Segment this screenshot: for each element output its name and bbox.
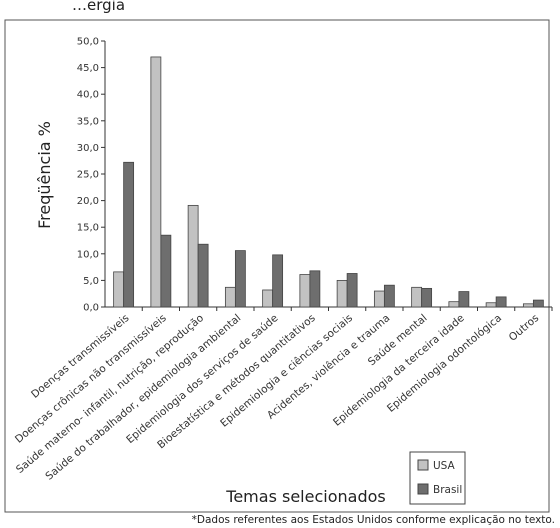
y-tick-label: 40,0 bbox=[77, 90, 99, 101]
bar-brasil bbox=[309, 270, 321, 308]
bar-brasil bbox=[234, 250, 246, 308]
bar-brasil bbox=[197, 243, 209, 308]
legend-label-usa: USA bbox=[433, 460, 456, 472]
legend-label-brasil: Brasil bbox=[433, 484, 462, 496]
bar-brasil bbox=[383, 284, 395, 308]
bar-brasil bbox=[495, 296, 507, 308]
y-tick-label: 20,0 bbox=[77, 196, 99, 207]
bar-brasil bbox=[160, 234, 172, 308]
y-tick-label: 25,0 bbox=[77, 170, 99, 181]
y-tick-label: 10,0 bbox=[77, 249, 99, 260]
x-category-label: Outros bbox=[507, 312, 542, 344]
bar-usa bbox=[485, 302, 497, 308]
chart-frame bbox=[4, 19, 550, 513]
bar-usa bbox=[262, 289, 274, 308]
y-tick-label: 0,0 bbox=[83, 303, 99, 314]
footnote: *Dados referentes aos Estados Unidos con… bbox=[192, 514, 555, 526]
y-tick-label: 45,0 bbox=[77, 63, 99, 74]
y-tick-label: 50,0 bbox=[77, 37, 99, 48]
bar-brasil bbox=[532, 299, 544, 308]
y-tick-label: 5,0 bbox=[83, 276, 99, 287]
y-tick-label: 35,0 bbox=[77, 116, 99, 127]
y-axis-title: Freqüência % bbox=[35, 121, 54, 229]
bar-usa bbox=[113, 271, 125, 308]
bar-usa bbox=[336, 279, 348, 308]
bar-usa bbox=[150, 56, 162, 308]
legend-swatch-usa bbox=[417, 459, 429, 471]
bar-usa bbox=[522, 303, 534, 308]
bar-brasil bbox=[123, 161, 135, 308]
bar-usa bbox=[448, 301, 460, 308]
x-axis-title: Temas selecionados bbox=[225, 487, 385, 506]
y-tick-label: 30,0 bbox=[77, 143, 99, 154]
legend-swatch-brasil bbox=[417, 483, 429, 495]
bar-brasil bbox=[421, 287, 433, 308]
top-cut-text: …ergia bbox=[72, 0, 125, 14]
bar-usa bbox=[411, 286, 423, 308]
bar-brasil bbox=[346, 273, 358, 308]
bar-brasil bbox=[272, 254, 284, 308]
bar-usa bbox=[187, 204, 199, 308]
bar-usa bbox=[373, 290, 385, 308]
bar-usa bbox=[224, 286, 236, 308]
bars-group bbox=[113, 56, 544, 308]
x-category-label: Epidemiologia da terceira idade bbox=[331, 312, 467, 429]
legend: USA Brasil bbox=[409, 451, 466, 505]
bar-brasil bbox=[458, 291, 470, 308]
y-tick-label: 15,0 bbox=[77, 223, 99, 234]
bar-usa bbox=[299, 274, 311, 308]
